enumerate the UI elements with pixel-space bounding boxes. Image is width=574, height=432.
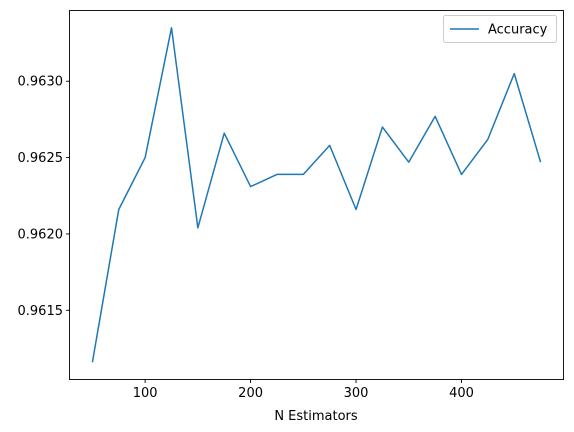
x-tick-label: 200 — [238, 386, 263, 401]
y-tick-label: 0.9620 — [18, 227, 64, 242]
legend-box — [443, 15, 557, 43]
y-tick-label: 0.9625 — [18, 151, 64, 166]
axis-ticks: 100 200 300 400 0.9615 0.9620 0.9625 0.9630 — [18, 75, 474, 401]
plot-frame — [69, 10, 564, 380]
y-tick-label: 0.9615 — [18, 304, 64, 319]
x-tick-label: 300 — [344, 386, 369, 401]
x-axis-label: N Estimators — [274, 409, 358, 424]
legend: Accuracy — [443, 15, 557, 43]
x-tick-label: 100 — [133, 386, 158, 401]
y-tick-label: 0.9630 — [18, 75, 64, 90]
x-tick-label: 400 — [449, 386, 474, 401]
series-line-accuracy — [91, 27, 542, 363]
legend-label-accuracy: Accuracy — [488, 23, 548, 38]
